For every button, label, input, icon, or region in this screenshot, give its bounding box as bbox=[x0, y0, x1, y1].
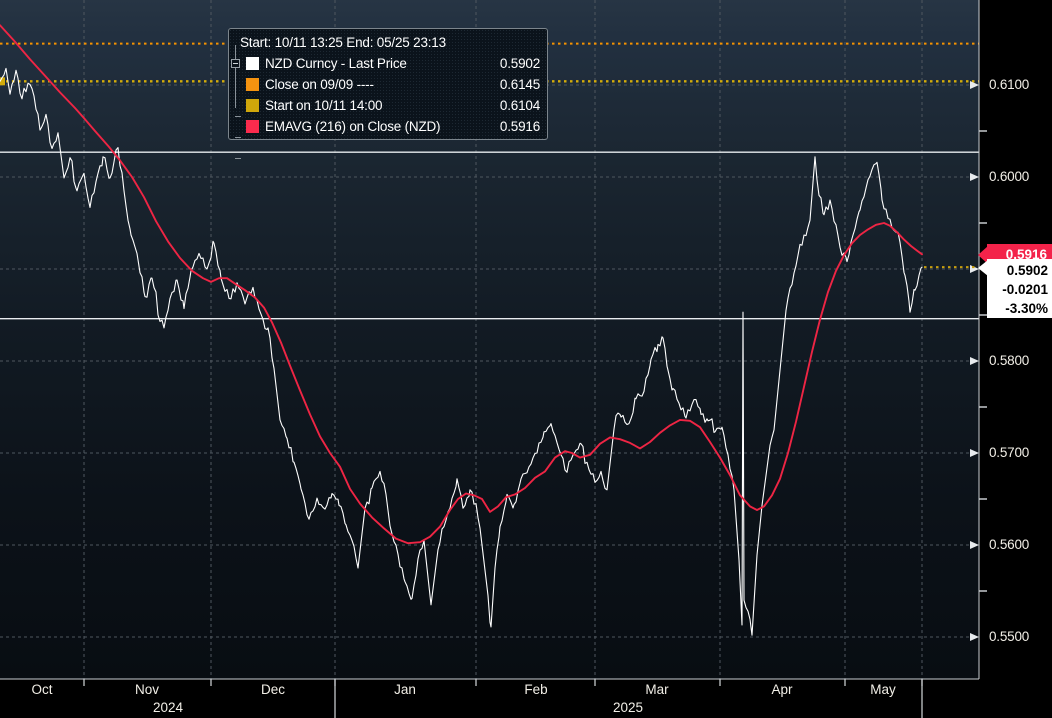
price-series-line bbox=[0, 67, 923, 636]
pct-change-value: -3.30% bbox=[1005, 301, 1048, 316]
x-axis-month-label: Nov bbox=[134, 682, 159, 697]
legend-row: Start on 10/11 14:00 0.6104 bbox=[229, 95, 547, 116]
x-axis-month-label: Mar bbox=[645, 682, 669, 697]
x-axis-month-label: Jan bbox=[394, 682, 416, 697]
y-axis-label: 0.6100 bbox=[989, 77, 1030, 92]
y-axis-label: 0.5800 bbox=[989, 353, 1030, 368]
legend-collapse-button[interactable] bbox=[231, 59, 240, 68]
legend-series-value: 0.5916 bbox=[499, 119, 540, 134]
legend-series-value: 0.6145 bbox=[499, 77, 540, 92]
legend-series-label: NZD Curncy - Last Price bbox=[265, 56, 407, 71]
y-tick-arrow-icon bbox=[970, 357, 979, 365]
legend-series-value: 0.6104 bbox=[499, 98, 540, 113]
legend-series-label: Start on 10/11 14:00 bbox=[265, 98, 383, 113]
emavg-badge-notch bbox=[978, 246, 988, 264]
y-tick-arrow-icon bbox=[970, 449, 979, 457]
series-swatch-icon bbox=[246, 99, 259, 112]
legend-period-header: Start: 10/11 13:25 End: 05/25 23:13 bbox=[240, 35, 446, 50]
x-axis-month-label: Feb bbox=[524, 682, 548, 697]
legend-box[interactable]: Start: 10/11 13:25 End: 05/25 23:13 NZD … bbox=[228, 28, 548, 159]
last-price-value: 0.5902 bbox=[1006, 263, 1048, 278]
emavg-series-line bbox=[0, 24, 923, 545]
net-change-value: -0.0201 bbox=[1002, 282, 1048, 297]
y-tick-arrow-icon bbox=[970, 81, 979, 89]
legend-row: NZD Curncy - Last Price 0.5902 bbox=[229, 53, 547, 74]
x-axis-year-label: 2024 bbox=[152, 700, 184, 715]
last-price-badge: 0.5902 -0.0201 -3.30% bbox=[978, 259, 1052, 318]
legend-tree-stub bbox=[235, 116, 241, 117]
x-axis-month-label: Oct bbox=[31, 682, 53, 697]
x-axis-month-label: Dec bbox=[260, 682, 285, 697]
legend-tree-stub bbox=[235, 158, 241, 159]
series-swatch-icon bbox=[246, 120, 259, 133]
y-axis-label: 0.6000 bbox=[989, 169, 1030, 184]
x-axis-year-label: 2025 bbox=[612, 700, 644, 715]
last-price-badge-notch bbox=[978, 260, 988, 276]
x-axis-month-label: May bbox=[870, 682, 896, 697]
legend-series-label: Close on 09/09 ---- bbox=[265, 77, 374, 92]
y-axis-label: 0.5600 bbox=[989, 537, 1030, 552]
y-tick-arrow-icon bbox=[970, 173, 979, 181]
legend-row: Close on 09/09 ---- 0.6145 bbox=[229, 74, 547, 95]
series-swatch-icon bbox=[246, 57, 259, 70]
legend-series-label: EMAVG (216) on Close (NZD) bbox=[265, 119, 441, 134]
series-swatch-icon bbox=[246, 78, 259, 91]
plot-content bbox=[0, 0, 979, 679]
y-axis-label: 0.5500 bbox=[989, 629, 1030, 644]
legend-tree-stub bbox=[235, 137, 241, 138]
y-axis-label: 0.5700 bbox=[989, 445, 1030, 460]
legend-tree-line bbox=[235, 45, 236, 108]
legend-series-value: 0.5902 bbox=[499, 56, 540, 71]
legend-row: EMAVG (216) on Close (NZD) 0.5916 bbox=[229, 116, 547, 137]
reference-line-start-marker bbox=[0, 77, 5, 86]
y-tick-arrow-icon bbox=[970, 541, 979, 549]
y-tick-arrow-icon bbox=[970, 633, 979, 641]
x-axis-month-label: Apr bbox=[771, 682, 793, 697]
